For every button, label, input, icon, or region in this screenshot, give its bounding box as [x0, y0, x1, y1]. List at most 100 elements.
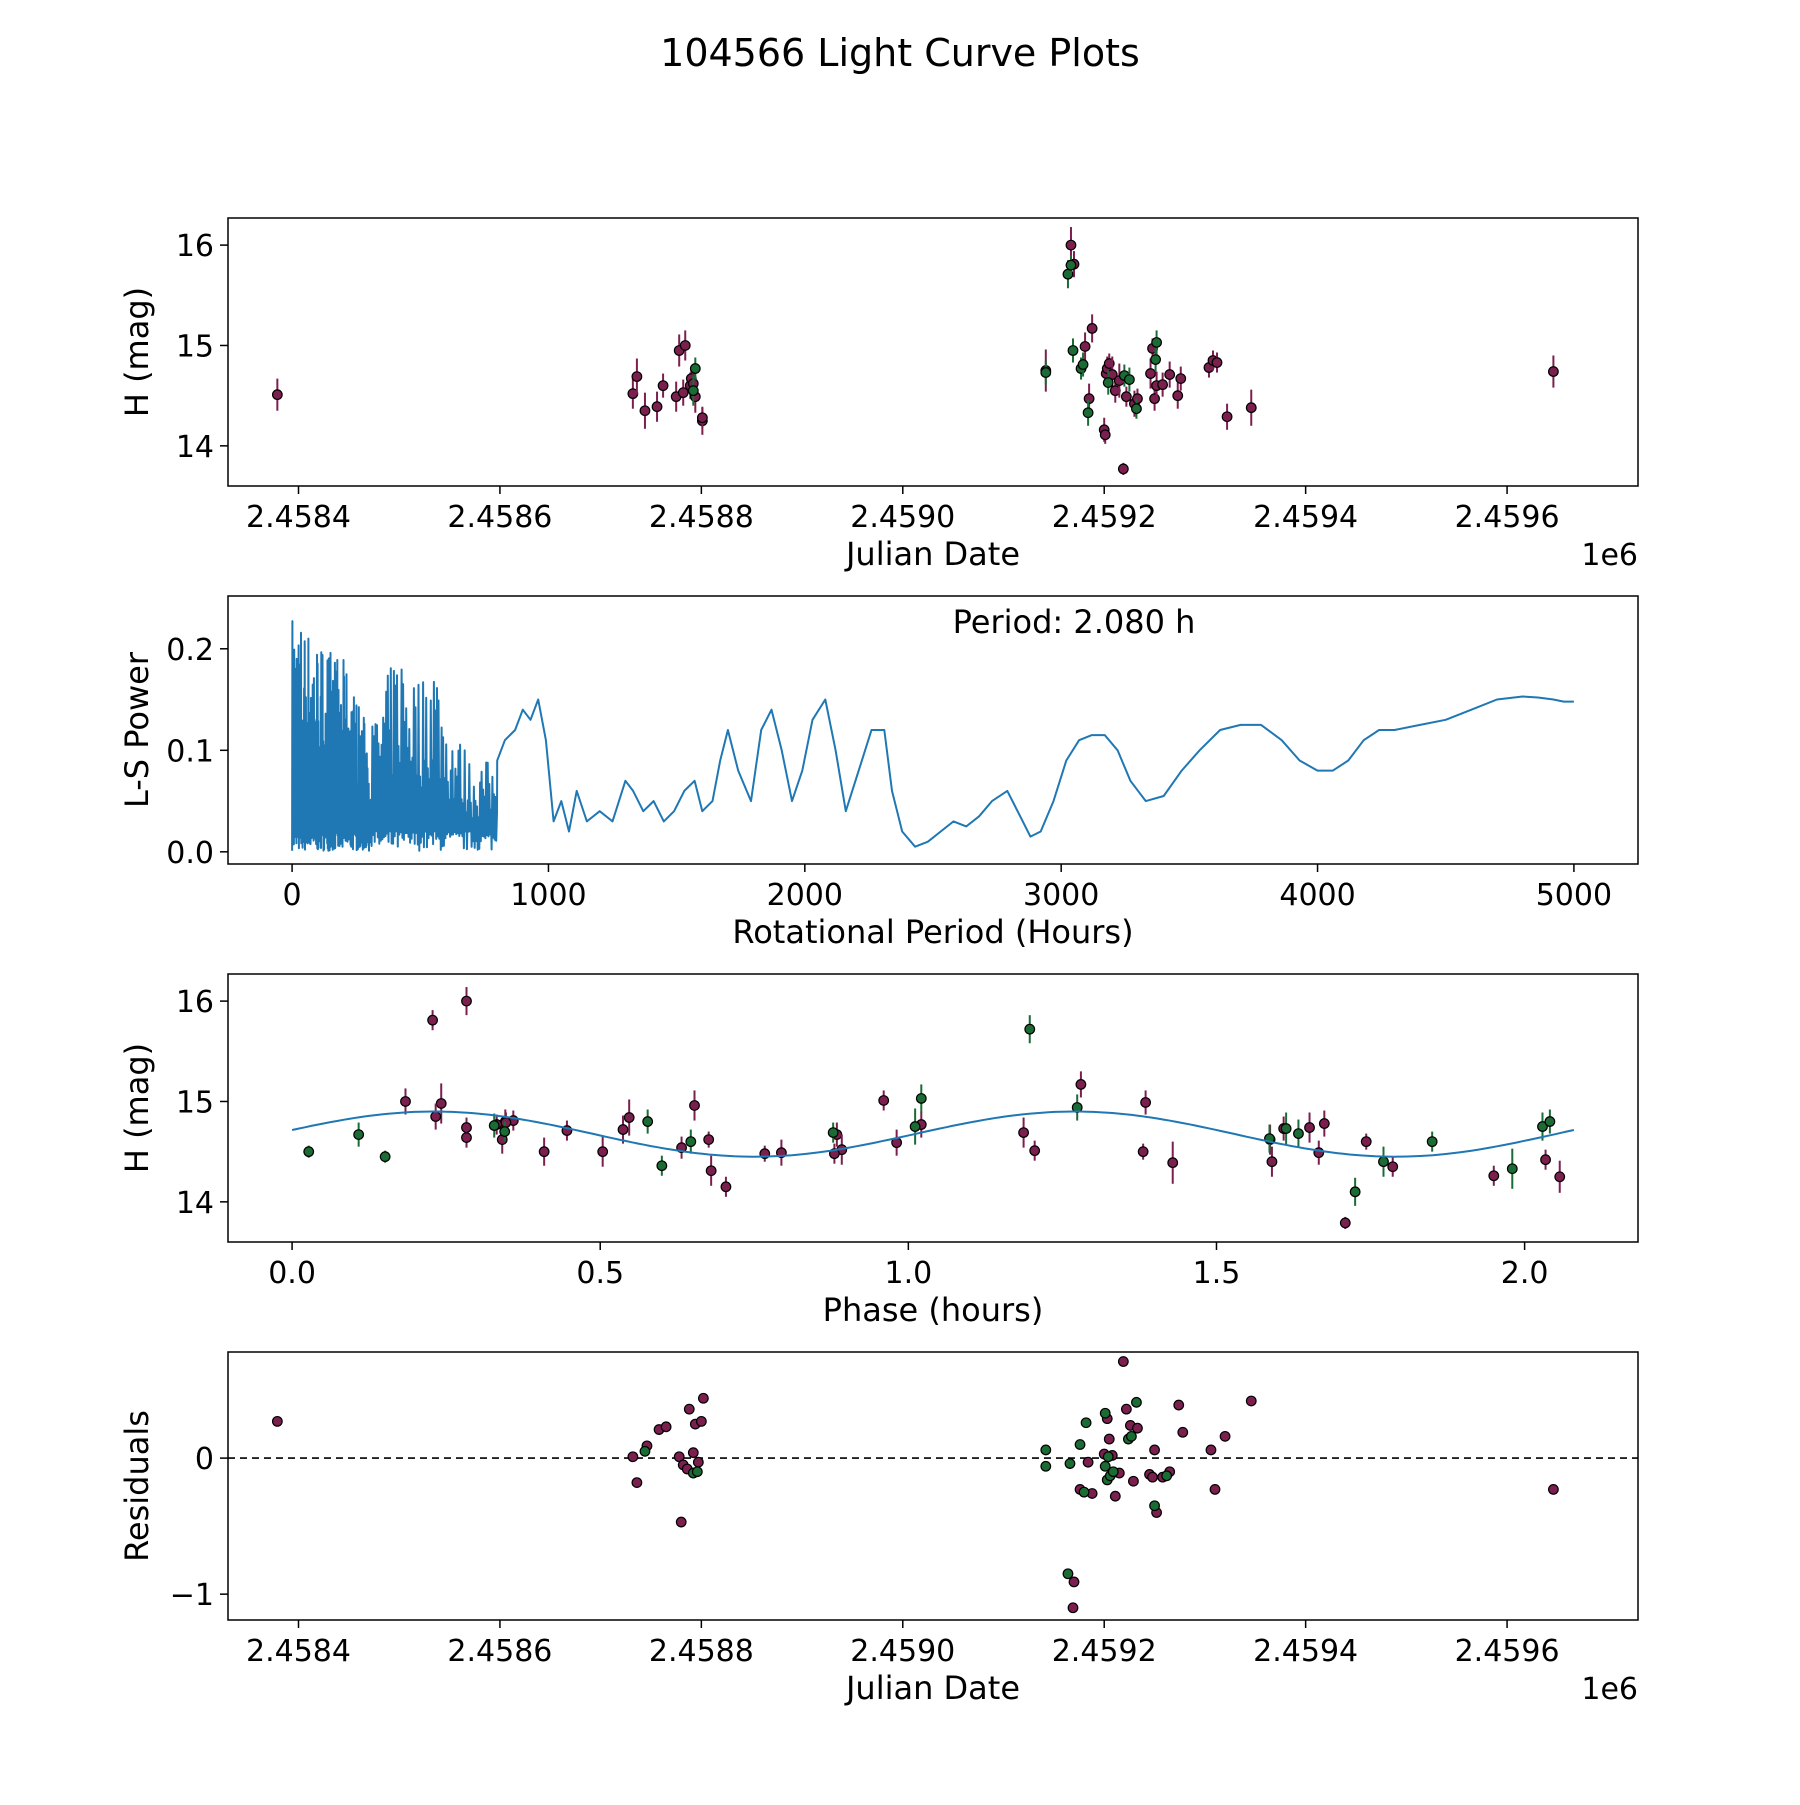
- data-point-band-a: [631, 1477, 643, 1488]
- data-point-band-b: [915, 1093, 927, 1104]
- data-point-band-a: [1209, 1484, 1221, 1495]
- x-axis-label: Phase (hours): [823, 1291, 1044, 1329]
- data-point-band-a: [1540, 1154, 1551, 1166]
- data-point-band-b: [1099, 1460, 1111, 1472]
- data-point-band-a: [689, 1100, 700, 1111]
- data-point-band-a: [697, 1392, 709, 1404]
- data-point-band-a: [1318, 1118, 1330, 1129]
- y-tick-label: 16: [176, 985, 214, 1020]
- data-point-band-b: [1024, 1023, 1036, 1035]
- data-point-band-a: [1211, 357, 1223, 368]
- data-point-band-a: [679, 340, 691, 351]
- data-point-band-b: [1150, 354, 1161, 365]
- data-point-band-a: [1266, 1156, 1278, 1168]
- data-point-band-a: [1360, 1136, 1372, 1148]
- data-point-band-b: [1099, 1407, 1111, 1419]
- y-axis-label: H (mag): [118, 1043, 156, 1173]
- data-point-band-a: [1205, 1444, 1217, 1456]
- x-tick-label: 2.4596: [1455, 500, 1560, 535]
- data-point-band-b: [353, 1129, 365, 1140]
- data-point-band-a: [1167, 1157, 1179, 1169]
- data-point-band-a: [692, 1456, 704, 1468]
- data-point-band-b: [1161, 1470, 1173, 1482]
- residuals-plot-area: [228, 1356, 1638, 1614]
- data-point-band-a: [538, 1146, 550, 1158]
- data-point-band-a: [1145, 368, 1156, 379]
- axes-frame: [227, 1351, 1639, 1621]
- x-tick-label: 2.4596: [1455, 1634, 1560, 1669]
- data-point-band-b: [1040, 367, 1052, 378]
- data-point-band-b: [1131, 1396, 1142, 1408]
- data-point-band-b: [1040, 1460, 1052, 1472]
- data-point-band-a: [1175, 373, 1187, 384]
- x-tick-label: 2000: [767, 878, 843, 913]
- data-point-band-a: [683, 1403, 695, 1415]
- data-point-band-b: [1040, 1444, 1052, 1456]
- x-tick-label: 1000: [510, 878, 586, 913]
- x-tick-label: 3000: [1023, 878, 1099, 913]
- x-tick-label: 2.4588: [649, 1634, 754, 1669]
- data-point-band-b: [1426, 1136, 1438, 1148]
- data-point-band-a: [703, 1134, 715, 1146]
- data-point-band-a: [1067, 1602, 1079, 1614]
- y-axis-label: H (mag): [118, 287, 156, 417]
- data-point-band-a: [1029, 1145, 1041, 1157]
- data-point-band-a: [1164, 369, 1176, 380]
- data-point-band-a: [461, 995, 472, 1007]
- x-tick-label: 0.5: [576, 1256, 624, 1291]
- data-point-band-a: [1109, 1490, 1121, 1502]
- data-point-band-a: [1018, 1127, 1029, 1138]
- data-point-band-b: [656, 1160, 668, 1172]
- phasefold-plot-area: [291, 987, 1575, 1229]
- data-point-band-a: [1068, 1576, 1080, 1588]
- x-tick-label: 2.4588: [649, 500, 754, 535]
- data-point-band-b: [1544, 1116, 1556, 1127]
- data-point-band-b: [691, 1466, 703, 1478]
- x-tick-label: 2.4594: [1253, 1634, 1358, 1669]
- x-tick-label: 1.5: [1193, 1256, 1241, 1291]
- x-tick-label: 0: [283, 878, 302, 913]
- residuals-panel: 2.4584 2.4586 2.4588 2.4590 2.4592 2.4594 2.45…: [118, 1351, 1639, 1707]
- fit-model-curve: [291, 1110, 1575, 1158]
- data-point-band-b: [303, 1146, 315, 1158]
- data-point-band-b: [1078, 1486, 1090, 1498]
- data-point-band-b: [1077, 359, 1089, 370]
- x-offset-label: 1e6: [1581, 538, 1638, 573]
- axes-frame: [227, 595, 1639, 865]
- y-tick-label: 15: [176, 1085, 214, 1120]
- data-point-band-a: [1147, 1471, 1158, 1483]
- data-point-band-a: [461, 1132, 472, 1144]
- y-tick-label: 15: [176, 329, 214, 364]
- data-point-band-b: [1064, 1458, 1076, 1469]
- data-point-band-b: [1131, 403, 1142, 415]
- data-point-band-a: [400, 1096, 411, 1107]
- x-tick-label: 5000: [1536, 878, 1612, 913]
- axes-frame: [227, 973, 1639, 1243]
- data-point-band-a: [1140, 1097, 1152, 1108]
- data-point-band-a: [1157, 379, 1169, 391]
- lightcurve-plot-area: [271, 227, 1559, 475]
- data-point-band-a: [1137, 1146, 1149, 1158]
- data-point-band-a: [597, 1146, 609, 1158]
- data-point-band-b: [1082, 407, 1094, 419]
- x-axis-label: Julian Date: [844, 1669, 1020, 1707]
- x-tick-label: 2.0: [1501, 1256, 1549, 1291]
- x-tick-label: 2.4594: [1253, 500, 1358, 535]
- data-point-band-a: [1117, 463, 1129, 475]
- x-tick-label: 2.4586: [447, 500, 552, 535]
- data-point-band-a: [687, 1447, 699, 1459]
- data-point-band-b: [1280, 1123, 1292, 1134]
- data-point-band-b: [689, 363, 701, 374]
- data-point-band-b: [639, 1445, 651, 1457]
- data-point-band-a: [1120, 1403, 1132, 1415]
- data-point-band-a: [1173, 1399, 1185, 1411]
- data-point-band-a: [1103, 1433, 1115, 1445]
- data-point-band-b: [1102, 1451, 1114, 1463]
- data-point-band-b: [1123, 374, 1135, 386]
- data-point-band-a: [1219, 1430, 1231, 1442]
- period-annotation: Period: 2.080 h: [953, 603, 1196, 641]
- x-tick-label: 2.4586: [447, 1634, 552, 1669]
- data-point-band-a: [1177, 1426, 1189, 1438]
- data-point-band-a: [1387, 1161, 1399, 1173]
